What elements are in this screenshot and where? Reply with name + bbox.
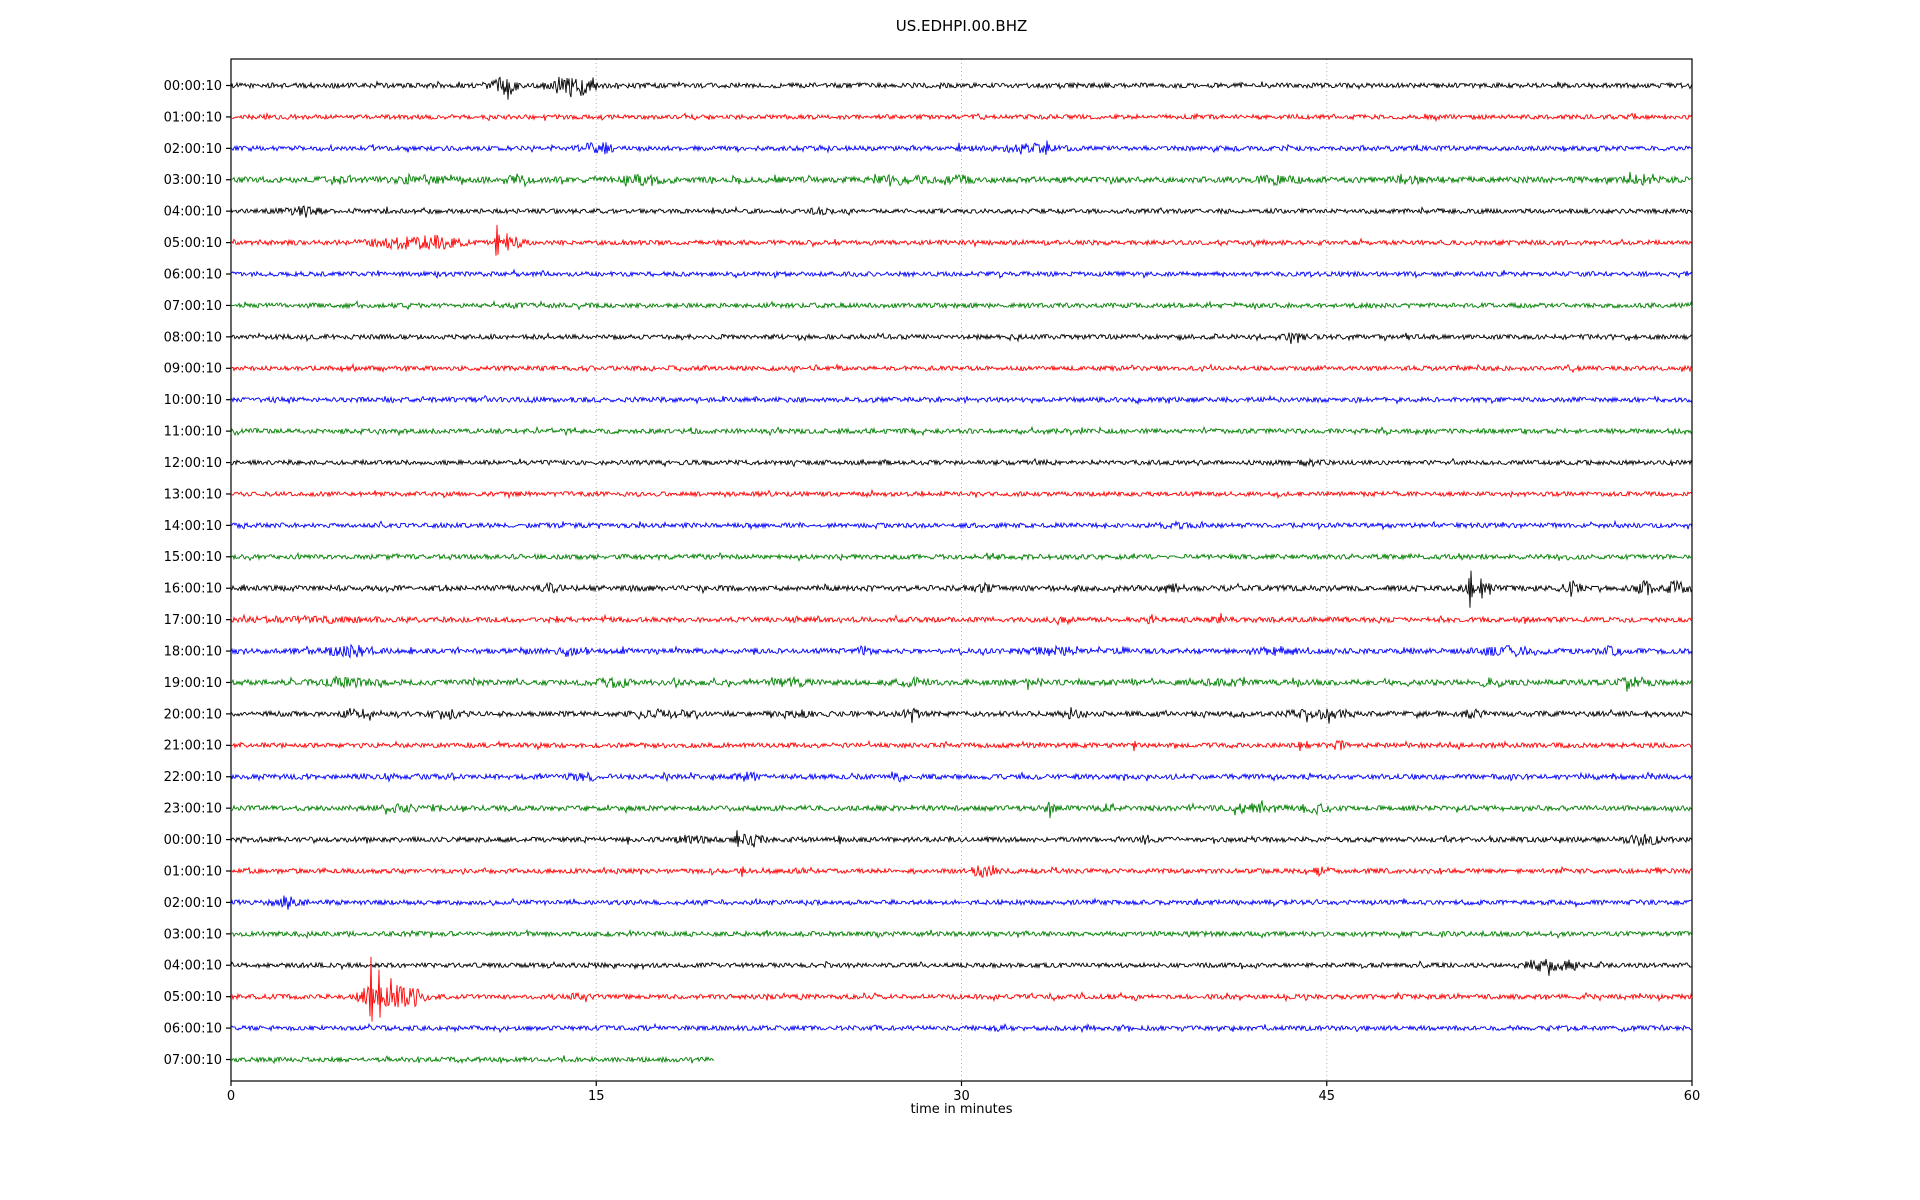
trace-row-26-02:00:10	[230, 895, 1693, 910]
trace-row-24-00:00:10	[230, 830, 1693, 848]
trace-row-16-16:00:10	[230, 570, 1693, 608]
y-tick-label-3: 03:00:10	[164, 173, 222, 188]
y-tick-label-20: 20:00:10	[164, 707, 222, 722]
y-tick-label-24: 00:00:10	[164, 833, 222, 848]
y-tick-label-15: 15:00:10	[164, 550, 222, 565]
trace-row-27-03:00:10	[230, 928, 1693, 940]
y-tick-label-7: 07:00:10	[164, 299, 222, 314]
x-tick-label-45: 45	[1318, 1089, 1335, 1104]
trace-row-5-05:00:10	[230, 224, 1693, 256]
y-tick-label-1: 01:00:10	[164, 110, 222, 125]
trace-row-11-11:00:10	[230, 425, 1693, 437]
y-tick-label-18: 18:00:10	[164, 644, 222, 659]
trace-row-31-07:00:10	[230, 1055, 715, 1065]
y-tick-label-9: 09:00:10	[164, 362, 222, 377]
x-tick-label-15: 15	[588, 1089, 605, 1104]
y-tick-label-6: 06:00:10	[164, 267, 222, 282]
trace-row-8-08:00:10	[230, 332, 1693, 344]
y-tick-label-25: 01:00:10	[164, 864, 222, 879]
y-tick-label-29: 05:00:10	[164, 990, 222, 1005]
trace-row-17-17:00:10	[230, 613, 1693, 626]
y-tick-label-27: 03:00:10	[164, 927, 222, 942]
trace-row-12-12:00:10	[230, 457, 1693, 468]
y-tick-label-28: 04:00:10	[164, 959, 222, 974]
y-tick-label-19: 19:00:10	[164, 676, 222, 691]
y-tick-label-8: 08:00:10	[164, 330, 222, 345]
trace-row-7-07:00:10	[230, 300, 1693, 311]
y-tick-label-12: 12:00:10	[164, 456, 222, 471]
trace-row-1-01:00:10	[231, 111, 1693, 123]
trace-row-22-22:00:10	[230, 771, 1693, 783]
trace-row-2-02:00:10	[230, 140, 1693, 155]
trace-row-6-06:00:10	[230, 268, 1693, 280]
trace-row-13-13:00:10	[230, 488, 1693, 500]
trace-row-18-18:00:10	[230, 643, 1693, 659]
trace-row-9-09:00:10	[230, 362, 1693, 374]
y-tick-label-22: 22:00:10	[164, 770, 222, 785]
y-tick-label-4: 04:00:10	[164, 205, 222, 220]
y-tick-label-14: 14:00:10	[164, 519, 222, 534]
trace-row-3-03:00:10	[230, 171, 1693, 188]
y-tick-label-30: 06:00:10	[164, 1022, 222, 1037]
trace-row-10-10:00:10	[230, 394, 1693, 406]
trace-row-15-15:00:10	[230, 551, 1693, 562]
y-tick-label-10: 10:00:10	[164, 393, 222, 408]
trace-row-29-05:00:10	[230, 956, 1693, 1022]
trace-row-28-04:00:10	[230, 958, 1693, 976]
y-tick-label-16: 16:00:10	[164, 582, 222, 597]
y-tick-label-0: 00:00:10	[164, 79, 222, 94]
y-tick-label-23: 23:00:10	[164, 802, 222, 817]
y-tick-label-31: 07:00:10	[164, 1053, 222, 1068]
trace-row-25-01:00:10	[230, 865, 1693, 878]
trace-row-21-21:00:10	[230, 739, 1693, 752]
trace-row-0-00:00:10	[230, 76, 1693, 100]
trace-row-20-20:00:10	[230, 707, 1693, 724]
y-tick-label-26: 02:00:10	[164, 896, 222, 911]
y-tick-label-21: 21:00:10	[164, 739, 222, 754]
trace-row-19-19:00:10	[230, 675, 1693, 692]
x-axis-label: time in minutes	[910, 1102, 1013, 1117]
x-tick-label-0: 0	[227, 1089, 235, 1104]
plot-title: US.EDHPI.00.BHZ	[895, 17, 1028, 35]
y-tick-label-5: 05:00:10	[164, 236, 222, 251]
trace-row-23-23:00:10	[230, 800, 1693, 819]
y-tick-label-11: 11:00:10	[164, 425, 222, 440]
trace-row-4-04:00:10	[230, 205, 1693, 218]
y-tick-label-13: 13:00:10	[164, 487, 222, 502]
x-tick-label-60: 60	[1684, 1089, 1701, 1104]
trace-row-14-14:00:10	[230, 519, 1693, 531]
y-tick-label-17: 17:00:10	[164, 613, 222, 628]
y-tick-label-2: 02:00:10	[164, 142, 222, 157]
trace-row-30-06:00:10	[230, 1022, 1693, 1034]
x-tick-label-30: 30	[953, 1089, 970, 1104]
